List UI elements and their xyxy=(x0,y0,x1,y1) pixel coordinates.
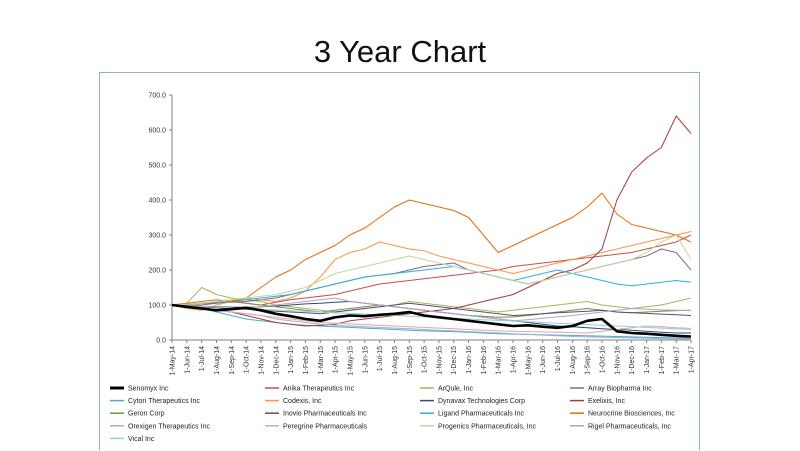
legend-label: Exelixis, Inc xyxy=(588,398,625,405)
x-tick-label: 1-Feb-15 xyxy=(303,346,310,375)
x-tick-label: 1-Jan-15 xyxy=(288,346,295,374)
x-tick-label: 1-Jan-17 xyxy=(644,346,651,374)
x-tick-label: 1-Jul-16 xyxy=(555,346,562,371)
x-tick-label: 1-Sep-15 xyxy=(407,346,414,375)
x-tick-label: 1-Feb-16 xyxy=(481,346,488,375)
chart-area: 0.0 100.0 200.0 300.0 400.0 500.0 600.0 700.0 1-… xyxy=(99,72,700,450)
legend-label: Ligand Pharmaceuticals Inc xyxy=(438,411,524,418)
x-tick-label: 1-Jul-15 xyxy=(377,346,384,371)
legend-label: Inovio Pharmaceuticals Inc xyxy=(283,411,367,418)
x-tick-label: 1-Sep-16 xyxy=(585,346,592,375)
slide-title: 3 Year Chart xyxy=(313,34,487,69)
legend-label: Anika Therapeutics Inc xyxy=(283,386,355,393)
x-tick-label: 1-Jul-14 xyxy=(199,346,206,371)
x-tick-label: 1-Aug-16 xyxy=(570,346,577,375)
series-line-12 xyxy=(171,304,691,340)
y-tick-label: 500.0 xyxy=(148,163,166,170)
x-tick-label: 1-Mar-17 xyxy=(674,346,681,375)
series-line-10 xyxy=(171,266,692,306)
series-line-2 xyxy=(171,287,692,313)
x-tick-label: 1-Apr-17 xyxy=(689,346,696,373)
y-tick-label: 100.0 xyxy=(148,303,166,310)
x-tick-label: 1-Dec-16 xyxy=(629,346,636,375)
legend-label: Peregrine Pharmaceuticals xyxy=(283,423,368,430)
x-tick-label: 1-May-14 xyxy=(170,346,177,376)
x-tick-label: 1-Mar-15 xyxy=(318,346,325,375)
x-tick-label: 1-Feb-17 xyxy=(659,346,666,375)
y-tick-label: 600.0 xyxy=(148,128,166,135)
x-tick-label: 1-Nov-14 xyxy=(258,346,265,375)
x-tick-label: 1-Dec-15 xyxy=(451,346,458,375)
x-tick-label: 1-Jun-14 xyxy=(184,346,191,374)
series-line-5 xyxy=(171,231,692,311)
x-tick-label: 1-Oct-14 xyxy=(244,346,251,373)
series-line-3 xyxy=(171,248,692,306)
series-line-0 xyxy=(171,303,692,338)
legend-label: Codexis, Inc xyxy=(283,398,322,405)
x-tick-label: 1-Oct-16 xyxy=(600,346,607,373)
y-tick-label: 700.0 xyxy=(148,93,166,100)
series-line-7 xyxy=(171,115,692,327)
legend-label: Senomyx Inc xyxy=(128,386,169,393)
y-tick-label: 300.0 xyxy=(148,233,166,240)
x-tick-label: 1-May-15 xyxy=(347,346,354,376)
x-tick-label: 1-Aug-15 xyxy=(392,346,399,375)
x-tick-label: 1-Oct-15 xyxy=(422,346,429,373)
x-tick-label: 1-Mar-16 xyxy=(496,346,503,375)
x-tick-label: 1-Apr-15 xyxy=(333,346,340,373)
legend-label: Cytori Therapeutics Inc xyxy=(128,398,200,405)
x-tick-label: 1-Dec-14 xyxy=(273,346,280,375)
legend-label: Progenics Pharmaceuticals, Inc xyxy=(438,423,537,430)
series-line-14 xyxy=(171,234,692,306)
legend-label: Neurocrine Biosciences, Inc xyxy=(588,411,675,418)
y-tick-label: 0.0 xyxy=(156,338,166,345)
x-tick-label: 1-May-16 xyxy=(525,346,532,376)
series-line-11 xyxy=(171,192,692,306)
y-tick-label: 400.0 xyxy=(148,198,166,205)
legend-label: Orexigen Therapeutics Inc xyxy=(128,423,210,430)
x-tick-label: 1-Jan-16 xyxy=(466,346,473,374)
series-line-13 xyxy=(171,304,692,334)
legend-label: ArQule, Inc xyxy=(438,386,474,393)
x-tick-label: 1-Nov-16 xyxy=(614,346,621,375)
x-tick-label: 1-Aug-14 xyxy=(214,346,221,375)
y-tick-label: 200.0 xyxy=(148,268,166,275)
legend-label: Rigel Pharmaceuticals, Inc xyxy=(588,423,671,430)
line-chart: 0.0 100.0 200.0 300.0 400.0 500.0 600.0 700.0 1-… xyxy=(110,93,696,443)
legend-label: Dynavax Technologies Corp xyxy=(438,398,525,405)
series-line-15 xyxy=(171,297,692,322)
x-tick-label: 1-Jun-16 xyxy=(540,346,547,374)
legend-label: Geron Corp xyxy=(128,411,165,418)
x-tick-label: 1-Nov-15 xyxy=(436,346,443,375)
legend-label: Array Biopharma Inc xyxy=(588,386,652,393)
legend-label: Vical Inc xyxy=(128,436,155,443)
series-line-4 xyxy=(171,304,692,339)
x-tick-label: 1-Apr-16 xyxy=(511,346,518,373)
x-tick-label: 1-Sep-14 xyxy=(229,346,236,375)
x-tick-label: 1-Jun-15 xyxy=(362,346,369,374)
